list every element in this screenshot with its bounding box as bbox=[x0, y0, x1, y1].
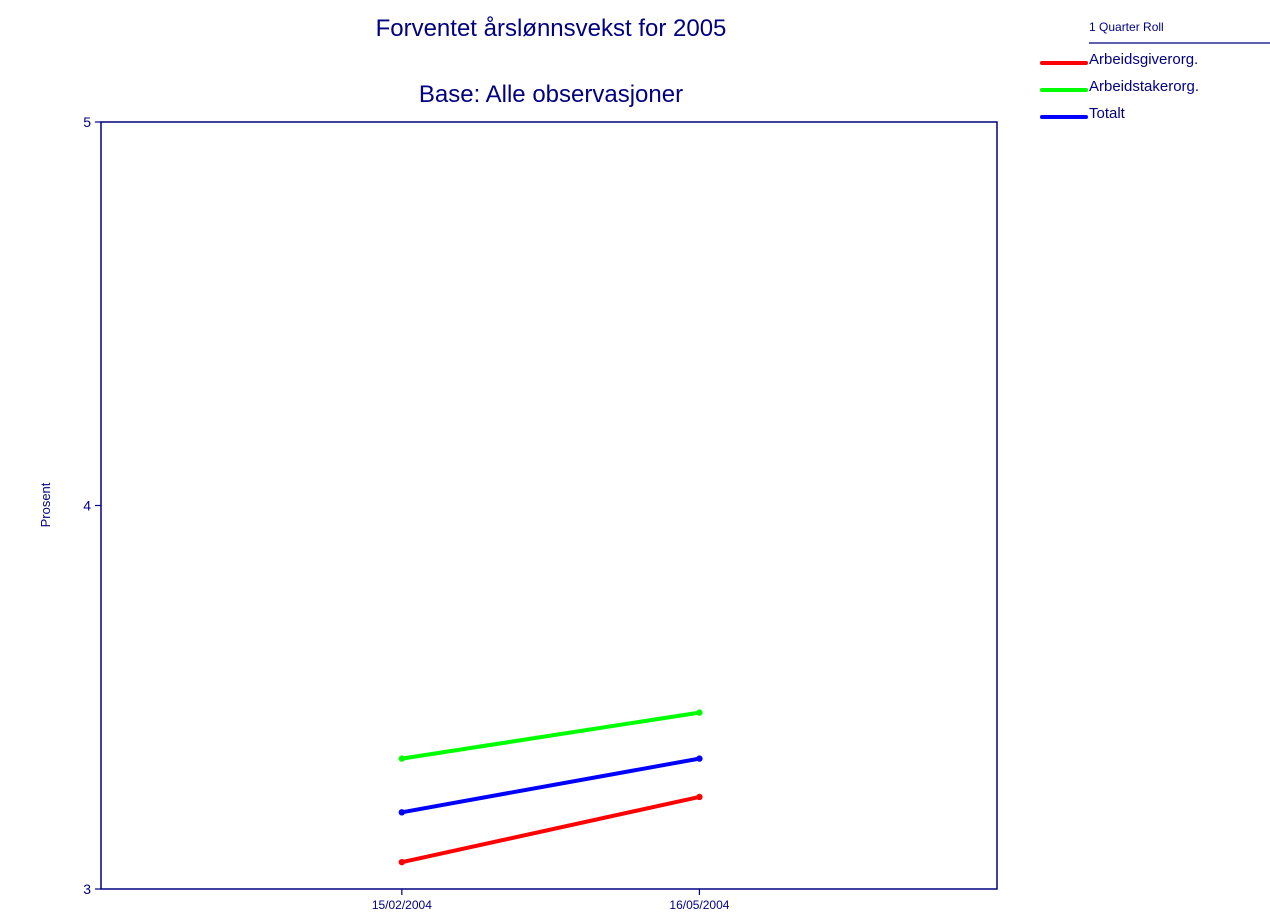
plot-area bbox=[100, 121, 998, 890]
legend-label: Arbeidstakerorg. bbox=[1089, 78, 1199, 95]
x-ticks: 15/02/2004 16/05/2004 bbox=[372, 889, 730, 912]
y-axis-label: Prosent bbox=[38, 482, 53, 527]
legend-items: Arbeidsgiverorg. Arbeidstakerorg. Totalt bbox=[1040, 51, 1199, 122]
x-tick-label: 16/05/2004 bbox=[669, 898, 729, 912]
series-3-point-1 bbox=[398, 809, 406, 816]
chart-title: Forventet årslønnsvekst for 2005 bbox=[376, 15, 727, 42]
legend-label: Totalt bbox=[1089, 105, 1126, 122]
series-1-point-2 bbox=[696, 793, 703, 801]
legend: 1 Quarter Roll Arbeidsgiverorg. Arbeidsta… bbox=[1040, 20, 1270, 122]
series-line-2 bbox=[399, 710, 702, 761]
series-line-3 bbox=[399, 756, 702, 815]
series-2-point-1 bbox=[398, 755, 406, 762]
chart-subtitle: Base: Alle observasjoner bbox=[419, 81, 683, 108]
legend-title: 1 Quarter Roll bbox=[1089, 20, 1164, 34]
series-layer bbox=[398, 709, 703, 866]
series-3-point-2 bbox=[696, 755, 703, 762]
y-tick-label: 3 bbox=[83, 881, 91, 897]
series-line-1 bbox=[399, 794, 702, 865]
y-tick-label: 4 bbox=[83, 498, 91, 514]
legend-label: Arbeidsgiverorg. bbox=[1089, 51, 1198, 68]
y-ticks: 3 4 5 bbox=[83, 114, 101, 897]
y-tick-label: 5 bbox=[83, 114, 91, 130]
series-2-point-2 bbox=[696, 709, 703, 716]
series-1-point-1 bbox=[398, 858, 406, 866]
x-tick-label: 15/02/2004 bbox=[372, 898, 432, 912]
